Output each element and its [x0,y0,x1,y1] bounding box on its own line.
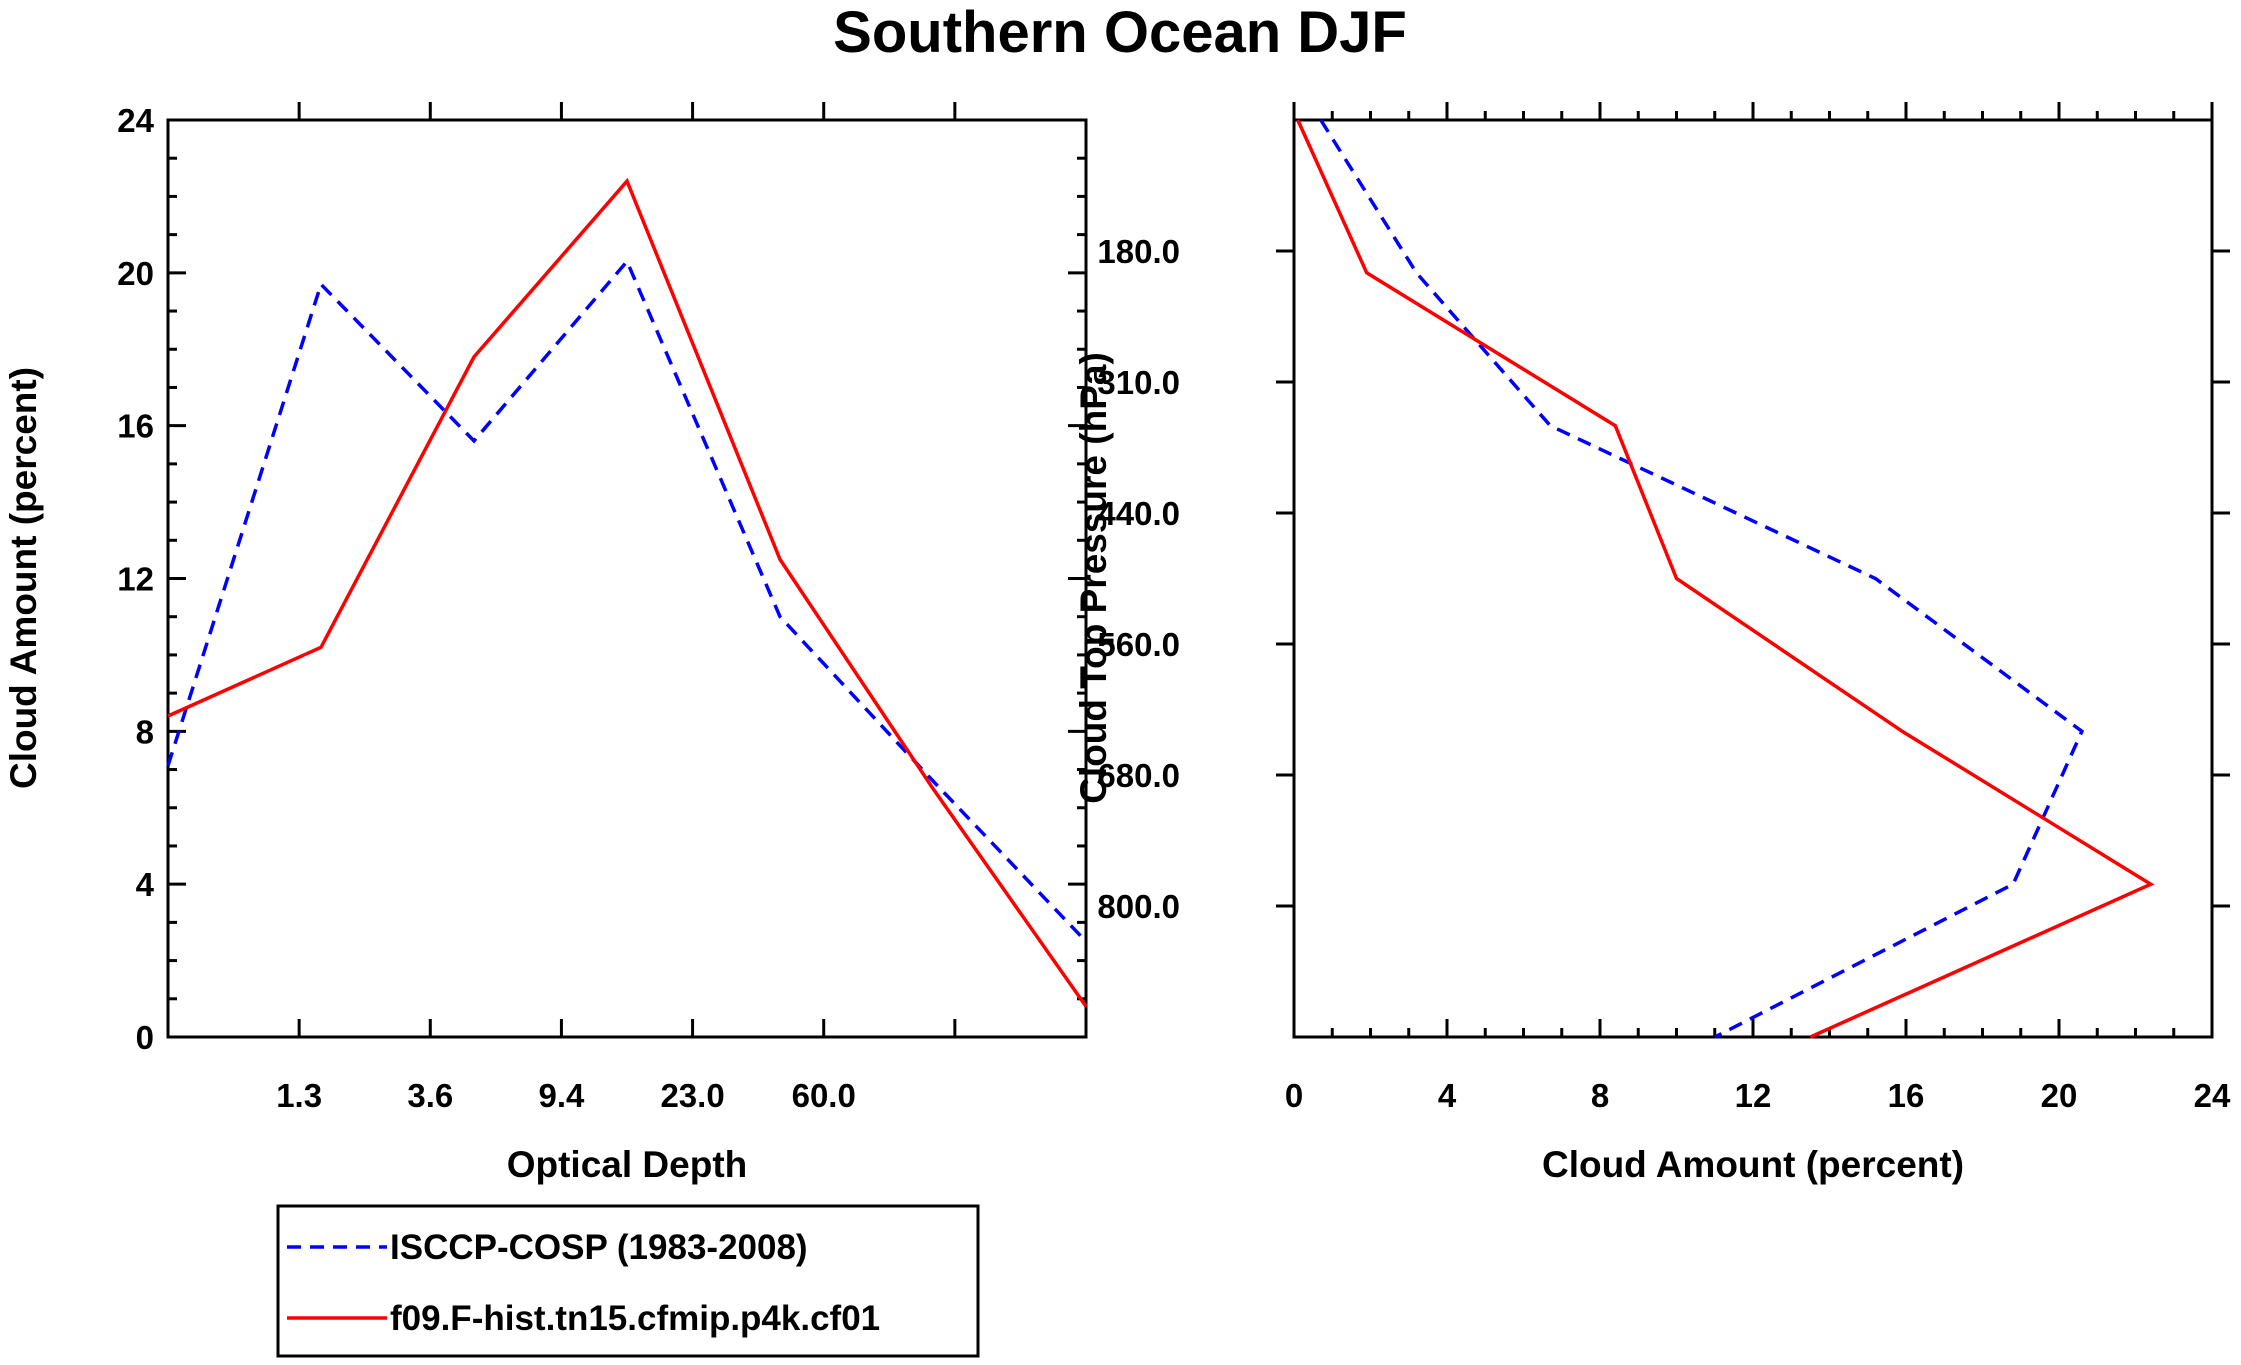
left-y-tick-label: 4 [136,866,155,903]
right-y-tick-label: 800.0 [1097,888,1180,925]
right-x-tick-label: 4 [1438,1077,1457,1114]
left-y-tick-label: 16 [117,408,154,445]
left-y-tick-label: 24 [117,102,154,139]
right-y-tick-label: 680.0 [1097,757,1180,794]
right-series-model [1296,119,2155,1039]
left-x-tick-label: 23.0 [660,1077,724,1114]
left-x-tick-label: 9.4 [538,1077,585,1114]
right-y-axis-label: Cloud Top Pressure (hPa) [1073,352,1114,804]
right-y-tick-label: 310.0 [1097,364,1180,401]
left-y-axis-label: Cloud Amount (percent) [3,367,44,789]
chart-title: Southern Ocean DJF [833,0,1407,65]
left-x-tick-label: 60.0 [792,1077,856,1114]
left-y-tick-label: 8 [136,713,154,750]
left-plot-frame [166,118,1088,1039]
right-x-tick-label: 0 [1285,1077,1303,1114]
right-x-tick-label: 16 [1888,1077,1925,1114]
left-series-isccp [166,258,1088,943]
left-y-tick-label: 12 [117,561,154,598]
right-ticks [1276,102,2230,1037]
right-x-tick-label: 8 [1591,1077,1609,1114]
left-x-axis-label: Optical Depth [507,1144,748,1185]
right-x-tick-label: 12 [1735,1077,1772,1114]
right-tick-labels: 0 4 8 12 16 20 24 180.0 310.0 440.0 560.0 680.0 800.… [1097,233,2231,1114]
right-plot-frame [1292,118,2214,1039]
right-y-tick-label: 180.0 [1097,233,1180,270]
right-y-tick-label: 440.0 [1097,495,1180,532]
legend-label-isccp: ISCCP-COSP (1983-2008) [390,1228,808,1267]
right-lines [1296,119,2155,1039]
right-x-axis-label: Cloud Amount (percent) [1542,1144,1964,1185]
left-panel: 0 4 8 12 16 20 24 1.3 3.6 9.4 23.0 60.0 Optical Dep… [3,102,1088,1185]
right-series-isccp [1319,119,2085,1039]
legend: ISCCP-COSP (1983-2008) f09.F-hist.tn15.c… [276,1204,980,1358]
right-x-tick-label: 20 [2041,1077,2078,1114]
left-tick-labels: 0 4 8 12 16 20 24 1.3 3.6 9.4 23.0 60.0 [117,102,856,1114]
left-series-model [167,177,1088,1008]
legend-box [276,1204,980,1358]
left-ticks [168,102,1086,1039]
right-panel: 0 4 8 12 16 20 24 180.0 310.0 440.0 560.0 680.0 800.… [1073,102,2231,1185]
left-y-tick-label: 0 [136,1019,154,1056]
left-lines [166,177,1088,1008]
left-x-tick-label: 3.6 [407,1077,453,1114]
right-x-tick-label: 24 [2194,1077,2231,1114]
right-y-tick-label: 560.0 [1097,626,1180,663]
left-x-tick-label: 1.3 [276,1077,322,1114]
left-y-tick-label: 20 [117,255,154,292]
legend-label-model: f09.F-hist.tn15.cfmip.p4k.cf01 [390,1299,880,1338]
